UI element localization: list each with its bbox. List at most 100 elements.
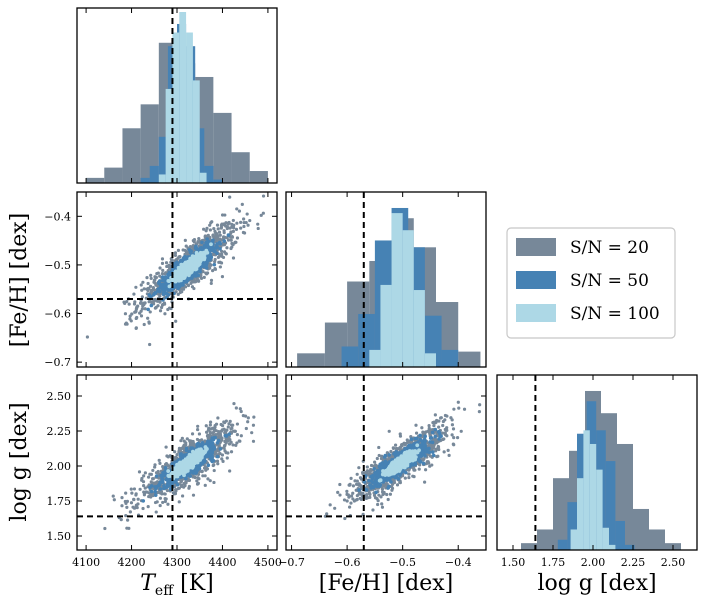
hist-panel-feh	[285, 191, 487, 368]
scatter-point	[209, 427, 213, 431]
scatter-point	[166, 469, 171, 473]
scatter-point	[167, 263, 171, 267]
scatter-point	[231, 443, 235, 447]
y-tick-label: −0.5	[44, 259, 71, 272]
hist-bar	[577, 478, 584, 550]
hist-bar	[413, 290, 425, 367]
scatter-point	[243, 414, 248, 418]
hist-bar	[195, 128, 205, 183]
scatter-point	[197, 466, 202, 471]
hist-bar	[589, 443, 597, 550]
scatter-point	[164, 291, 169, 296]
hist-bar	[596, 469, 603, 550]
scatter-point	[120, 504, 124, 508]
scatter-point	[134, 492, 138, 496]
scatter-point	[196, 240, 200, 244]
scatter-point	[158, 274, 162, 278]
scatter-point	[127, 526, 131, 530]
scatter-point	[189, 446, 193, 450]
scatter-point	[218, 260, 222, 264]
scatter-point	[212, 249, 216, 253]
scatter-point	[133, 300, 137, 304]
scatter-point	[209, 278, 214, 282]
scatter-point	[183, 481, 187, 485]
scatter-point	[198, 253, 202, 258]
scatter-point	[218, 247, 222, 251]
scatter-point	[180, 286, 185, 290]
scatter-point	[225, 456, 229, 460]
scatter-point	[217, 230, 222, 234]
scatter-point	[252, 415, 256, 419]
hist-bar	[213, 112, 232, 183]
scatter-point	[120, 496, 124, 500]
scatter-point	[154, 510, 158, 514]
hist-bar	[158, 136, 168, 183]
scatter-point	[179, 275, 184, 280]
scatter-point	[223, 213, 227, 217]
hist-bar	[179, 12, 187, 183]
scatter-point	[164, 261, 169, 265]
hist-bar	[249, 171, 268, 183]
scatter-point	[212, 468, 216, 473]
scatter-point	[153, 465, 157, 469]
scatter-point	[142, 490, 146, 494]
scatter-point	[256, 222, 260, 226]
scatter-point	[204, 266, 209, 270]
scatter-point	[220, 213, 225, 217]
scatter-point	[218, 434, 222, 438]
scatter-point	[259, 213, 263, 217]
scatter-point	[242, 217, 246, 221]
hist-bar	[521, 543, 537, 550]
scatter-point	[206, 463, 211, 467]
scatter-point	[179, 439, 183, 443]
scatter-point	[137, 470, 142, 474]
scatter-point	[219, 225, 224, 229]
scatter-point	[218, 254, 222, 258]
scatter-point	[150, 477, 155, 481]
scatter-point	[227, 432, 232, 436]
scatter-point	[170, 258, 174, 262]
scatter-point	[156, 271, 160, 275]
scatter-point	[174, 258, 178, 262]
scatter-point	[128, 510, 132, 514]
scatter-point	[200, 441, 205, 445]
hist-bar	[213, 179, 223, 183]
scatter-point	[185, 264, 189, 269]
scatter-point	[208, 257, 212, 262]
hist-panel-logg	[496, 374, 698, 551]
scatter-point	[129, 501, 134, 505]
scatter-point	[127, 302, 131, 306]
scatter-point	[176, 286, 181, 291]
scatter-point	[139, 314, 144, 318]
scatter-point	[148, 310, 152, 314]
scatter-point	[206, 453, 211, 458]
scatter-point	[179, 447, 184, 451]
scatter-point	[143, 471, 147, 475]
hist-bar	[140, 104, 159, 183]
scatter-point	[211, 458, 216, 463]
scatter-point	[210, 220, 214, 224]
scatter-point	[174, 319, 178, 323]
scatter-point	[213, 260, 217, 264]
scatter-point	[160, 480, 165, 484]
scatter-point	[138, 301, 143, 305]
hist-bar	[537, 529, 553, 550]
scatter-point	[145, 490, 149, 494]
scatter-point	[148, 472, 152, 476]
scatter-point	[164, 445, 168, 449]
scatter-point	[251, 439, 256, 443]
scatter-point	[134, 285, 138, 289]
scatter-point	[203, 483, 207, 487]
scatter-point	[163, 496, 167, 501]
scatter-point	[146, 475, 151, 479]
scatter-point	[209, 281, 213, 286]
scatter-point	[222, 420, 226, 424]
scatter-point	[146, 307, 150, 312]
scatter-point	[147, 287, 151, 291]
scatter-point	[133, 310, 137, 314]
scatter-point	[132, 487, 137, 491]
scatter-point	[140, 307, 144, 311]
scatter-point	[170, 287, 174, 292]
scatter-point	[149, 294, 153, 299]
scatter-point	[212, 262, 217, 267]
